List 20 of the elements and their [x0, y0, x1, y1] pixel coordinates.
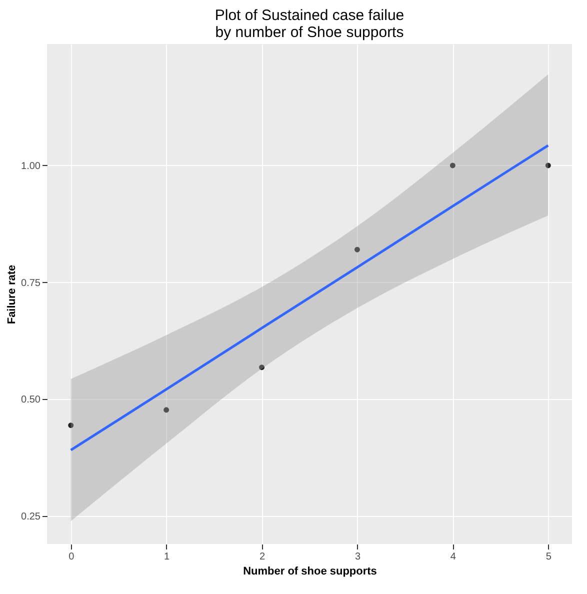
point — [354, 246, 360, 252]
point — [68, 422, 74, 428]
x-tick-label: 2 — [259, 552, 266, 562]
point — [259, 364, 265, 370]
y-tick-label: 0.75 — [21, 278, 41, 289]
y-tick-label: 0.25 — [21, 511, 41, 522]
y-tick-label: 0.50 — [21, 394, 41, 406]
line-series — [70, 144, 550, 452]
y-axis-title: Failure rate — [6, 264, 18, 324]
x-tick-label: 5 — [546, 552, 552, 562]
x-tick-label: 3 — [354, 552, 361, 562]
x-tick-label: 1 — [164, 552, 170, 562]
chart-title: Plot of Sustained case failue by number of Shoe supports — [214, 7, 404, 41]
point — [450, 162, 456, 168]
x-tick-label: 4 — [450, 552, 456, 562]
x-tick-label: 0 — [68, 552, 75, 562]
x-axis-title: Number of shoe supports — [243, 566, 377, 578]
y-tick-label: 1.00 — [21, 160, 41, 172]
point — [164, 407, 170, 413]
point — [545, 162, 551, 168]
